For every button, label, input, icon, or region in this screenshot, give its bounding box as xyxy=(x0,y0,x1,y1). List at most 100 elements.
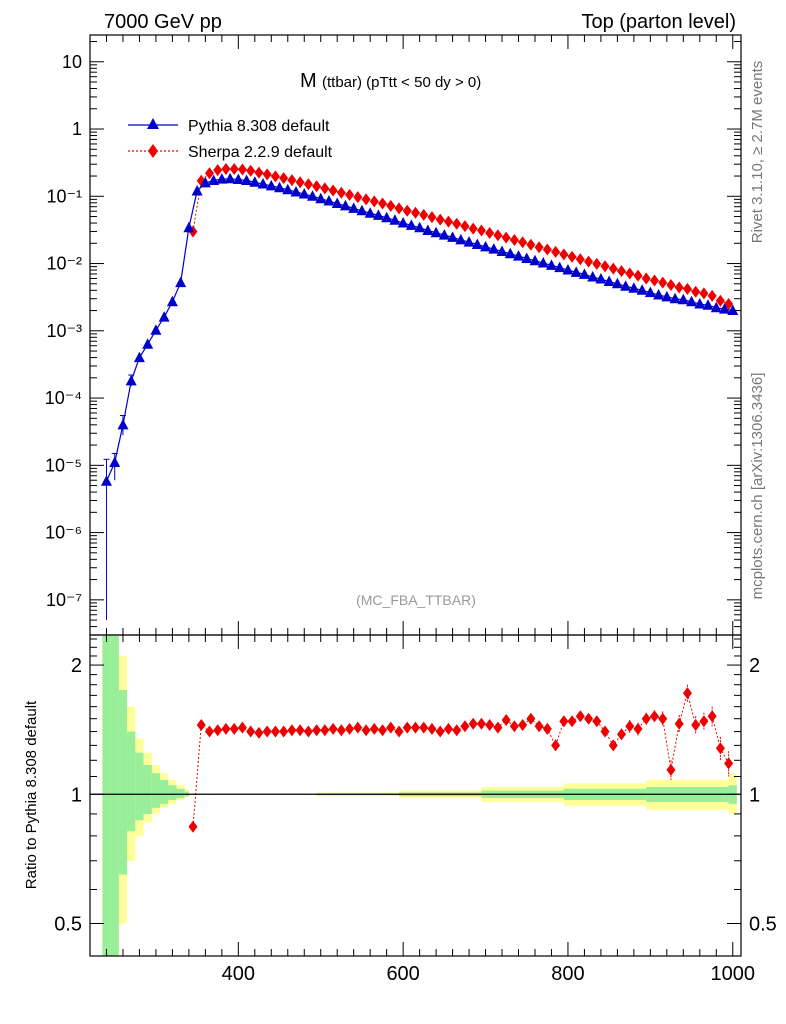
analysis-tag: (MC_FBA_TTBAR) xyxy=(356,592,476,608)
data-point-pythia xyxy=(381,211,393,223)
uncertainty-band-inner xyxy=(151,773,161,808)
data-point-pythia xyxy=(545,259,557,270)
data-point-pythia xyxy=(504,247,516,259)
data-point-sherpa xyxy=(715,294,725,307)
data-point-sherpa xyxy=(320,182,330,195)
data-point-sherpa xyxy=(559,248,569,261)
header-left: 7000 GeV pp xyxy=(104,11,222,33)
data-point-sherpa xyxy=(312,180,322,193)
mcplots-label: mcplots.cern.ch [arXiv:1306.3436] xyxy=(749,373,766,600)
data-point-pythia xyxy=(158,311,170,322)
data-point-pythia xyxy=(611,277,623,289)
data-point-sherpa xyxy=(518,236,528,249)
data-point-sherpa xyxy=(707,289,717,302)
data-point-pythia xyxy=(677,293,689,305)
data-point-pythia xyxy=(496,245,508,257)
data-point-pythia xyxy=(166,295,178,307)
ratio-point-sherpa xyxy=(617,728,627,741)
data-point-sherpa xyxy=(262,168,272,181)
data-point-pythia xyxy=(694,298,706,309)
ratio-point-sherpa xyxy=(262,725,272,738)
data-point-pythia xyxy=(455,233,467,245)
data-point-sherpa xyxy=(534,241,544,254)
data-point-pythia xyxy=(438,229,450,240)
data-point-sherpa xyxy=(699,287,709,300)
ratio-series-layer xyxy=(188,684,734,833)
data-point-pythia xyxy=(554,261,566,273)
data-point-pythia xyxy=(653,289,665,300)
data-point-sherpa xyxy=(468,222,478,235)
ratio-axes-layer: 0.5 0.5 1 1 2 2 400 600 800 1000 xyxy=(54,635,777,985)
data-point-pythia xyxy=(265,179,277,191)
data-point-sherpa xyxy=(666,278,676,291)
data-point-sherpa xyxy=(213,164,223,177)
ratio-point-sherpa xyxy=(526,712,536,725)
ratio-point-sherpa xyxy=(287,724,297,737)
legend-label-sherpa: Sherpa 2.2.9 default xyxy=(188,144,333,161)
ratio-point-sherpa xyxy=(427,722,437,735)
ratio-point-sherpa xyxy=(691,719,701,732)
data-point-sherpa xyxy=(345,188,355,201)
ratio-point-sherpa xyxy=(320,724,330,737)
ratio-point-sherpa xyxy=(493,721,503,734)
ratio-y-tick-label: 2 xyxy=(71,655,82,677)
data-point-pythia xyxy=(488,243,500,254)
data-point-sherpa xyxy=(435,213,445,226)
ratio-point-sherpa xyxy=(534,720,544,733)
x-tick-label: 600 xyxy=(386,963,419,985)
data-point-sherpa xyxy=(419,208,429,221)
data-point-sherpa xyxy=(551,245,561,258)
main-series-layer xyxy=(100,162,739,621)
data-point-pythia xyxy=(719,303,731,314)
ratio-panel-frame xyxy=(89,634,742,957)
y-tick-label: 10⁻¹ xyxy=(46,186,82,206)
main-title-sub: (ttbar) (pTtt < 50 dy > 0) xyxy=(322,74,481,91)
ratio-point-sherpa xyxy=(715,742,725,755)
ratio-point-sherpa xyxy=(608,739,618,752)
main-title: M xyxy=(300,70,317,92)
data-point-pythia xyxy=(595,272,607,284)
data-point-sherpa xyxy=(270,170,280,183)
data-point-pythia xyxy=(414,221,426,233)
ratio-point-sherpa xyxy=(378,724,388,737)
ratio-point-sherpa xyxy=(468,717,478,730)
ratio-point-sherpa xyxy=(204,725,214,738)
data-point-sherpa xyxy=(493,229,503,242)
data-point-pythia xyxy=(397,217,409,228)
data-point-sherpa xyxy=(254,166,264,179)
ratio-point-sherpa xyxy=(518,719,528,732)
ratio-point-sherpa xyxy=(567,715,577,728)
ratio-point-sherpa xyxy=(295,724,305,737)
data-point-pythia xyxy=(241,174,253,185)
ratio-point-sherpa xyxy=(328,722,338,735)
data-point-sherpa xyxy=(592,257,602,270)
data-point-pythia xyxy=(315,192,327,204)
ratio-point-sherpa xyxy=(402,721,412,734)
ratio-point-sherpa xyxy=(386,721,396,734)
ratio-point-sherpa xyxy=(476,717,486,730)
ratio-point-sherpa xyxy=(584,712,594,725)
data-point-sherpa xyxy=(452,217,462,230)
data-point-pythia xyxy=(274,181,286,193)
data-point-sherpa xyxy=(221,162,231,175)
ratio-point-sherpa xyxy=(237,721,247,734)
ratio-y-tick-label: 0.5 xyxy=(54,913,82,935)
ratio-point-sherpa xyxy=(592,715,602,728)
legend: Pythia 8.308 default Sherpa 2.2.9 defaul… xyxy=(128,118,333,161)
x-tick-label: 400 xyxy=(222,963,255,985)
data-point-pythia xyxy=(480,240,492,252)
data-point-sherpa xyxy=(476,224,486,237)
data-point-pythia xyxy=(109,456,121,468)
uncertainty-band-inner xyxy=(168,785,177,800)
ratio-point-sherpa xyxy=(411,721,420,734)
ratio-point-sherpa xyxy=(188,820,198,833)
data-point-pythia xyxy=(216,173,228,184)
ratio-point-sherpa xyxy=(279,725,289,738)
data-point-sherpa xyxy=(633,269,643,282)
data-point-sherpa xyxy=(674,281,684,294)
data-point-sherpa xyxy=(526,238,536,251)
data-point-sherpa xyxy=(369,195,379,208)
data-point-pythia xyxy=(603,275,615,287)
legend-marker-pythia xyxy=(147,118,159,129)
